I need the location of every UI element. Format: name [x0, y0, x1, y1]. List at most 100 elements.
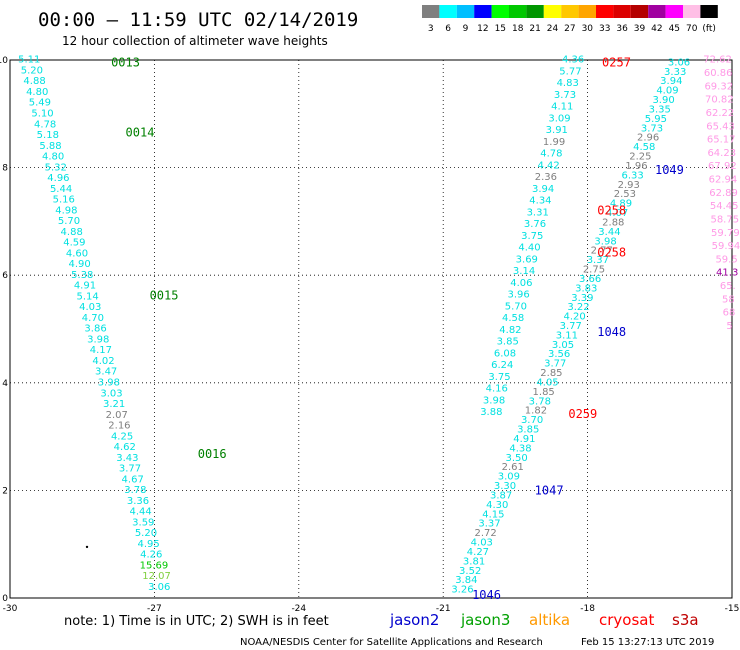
y-tick-label: 4	[2, 379, 8, 389]
swh-value: 4.05	[536, 377, 558, 388]
colorbar-swatch	[491, 5, 509, 18]
swh-value: 4.88	[23, 76, 45, 87]
y-tick-label: 8	[2, 164, 8, 174]
swh-value: 3.98	[483, 395, 505, 406]
legend-jason3: jason3	[460, 611, 510, 629]
swh-value: 2.36	[535, 172, 557, 183]
track-cryosat-0257: 4.365.774.833.734.113.093.911.994.784.42…	[480, 55, 584, 418]
swh-value: 4.03	[79, 302, 101, 313]
colorbar-swatch	[613, 5, 631, 18]
colorbar-swatch	[700, 5, 718, 18]
swh-value: 69.32	[704, 81, 733, 92]
colorbar-swatch	[596, 5, 614, 18]
colorbar-label: 9	[463, 24, 469, 34]
swh-value: 5.70	[58, 216, 80, 227]
y-tick-label: 2	[2, 486, 8, 496]
swh-value: 4.96	[47, 173, 69, 184]
swh-value: 4.26	[140, 550, 162, 561]
swh-value: 3.98	[87, 334, 109, 345]
swh-value: 3.75	[488, 372, 510, 383]
swh-value: 54.45	[710, 201, 739, 212]
colorbar-swatch	[578, 5, 596, 18]
colorbar-label: 39	[634, 24, 646, 34]
swh-value: 3.96	[507, 290, 529, 301]
track-jason3-0013: 5.115.204.884.805.495.104.785.185.884.80…	[18, 55, 171, 593]
swh-value: 2.07	[106, 410, 128, 421]
plot-frame	[9, 59, 733, 599]
swh-value: 3.36	[127, 496, 149, 507]
satellite-legend: jason2 jason3 altika cryosat s3a	[389, 611, 699, 629]
swh-value: 3.85	[497, 337, 519, 348]
swh-value: 5.95	[645, 114, 667, 125]
swh-value: 4.16	[486, 384, 508, 395]
y-tick-label: 10	[0, 56, 8, 66]
swh-value: 3.31	[527, 207, 549, 218]
swh-value: 5.20	[135, 528, 157, 539]
swh-value: 65.	[720, 281, 736, 292]
colorbar-label: 45	[669, 24, 680, 34]
legend-cryosat: cryosat	[599, 611, 654, 629]
swh-value: 2.61	[502, 462, 524, 473]
colorbar-label: 3	[428, 24, 434, 34]
swh-value: 3.75	[521, 231, 543, 242]
swh-value: 3.78	[124, 485, 146, 496]
swh-value: 3.88	[480, 407, 502, 418]
swh-value: 5	[726, 321, 732, 332]
swh-value: 3.73	[554, 90, 576, 101]
track-s3a: 72.62 60.86 69.32 70.82 62.22 65.43 65.17 64.23…	[703, 55, 740, 332]
swh-value: 4.67	[122, 474, 144, 485]
swh-value: 5.10	[31, 108, 53, 119]
colorbar: 3 6 9 12 15 18 21 24 27 30 33 36 39 42 45 70 (ft)	[422, 5, 718, 34]
swh-value: 5.70	[505, 301, 527, 312]
swh-value: 3.87	[490, 490, 512, 501]
swh-value: 4.17	[90, 345, 112, 356]
swh-value: 4.70	[82, 313, 104, 324]
pass-time-label: 0014	[126, 125, 155, 139]
colorbar-swatch	[630, 5, 649, 18]
colorbar-label: 18	[512, 24, 524, 34]
swh-value: 3.05	[552, 340, 574, 351]
pass-time-label: 0015	[150, 288, 179, 302]
swh-value: 3.11	[556, 330, 578, 341]
swh-value: 58.75	[710, 214, 739, 225]
swh-value: 4.27	[467, 547, 489, 558]
swh-value: 72.62	[703, 55, 732, 66]
swh-value: 3.33	[664, 67, 686, 78]
swh-value: 3.56	[548, 349, 570, 360]
swh-value: 3.70	[521, 415, 543, 426]
map-subtitle: 12 hour collection of altimeter wave hei…	[62, 34, 328, 48]
swh-value: 4.78	[540, 149, 562, 160]
map-grid	[9, 59, 733, 599]
swh-value: 3.59	[132, 517, 154, 528]
swh-value: 5.88	[39, 141, 61, 152]
swh-value: 5.38	[71, 270, 93, 281]
legend-s3a: s3a	[672, 611, 699, 629]
legend-altika: altika	[529, 611, 570, 629]
pass-time-label: 1048	[597, 325, 626, 339]
colorbar-swatch	[648, 5, 666, 18]
swh-value: 58	[722, 294, 735, 305]
swh-value: 2.85	[540, 368, 562, 379]
swh-value: 3.98	[594, 236, 616, 247]
swh-value: 5.16	[53, 195, 75, 206]
colorbar-label: 21	[529, 24, 540, 34]
y-tick-label: 0	[2, 594, 8, 604]
swh-value: 3.06	[148, 582, 170, 593]
swh-value: 3.73	[641, 123, 663, 134]
swh-value: 5.18	[37, 130, 59, 141]
swh-value: 4.59	[63, 238, 85, 249]
colorbar-swatch	[543, 5, 562, 18]
swh-value: 59.79	[711, 228, 740, 239]
swh-value: 12.07	[142, 571, 171, 582]
colorbar-label: 33	[599, 24, 610, 34]
swh-value: 5.32	[45, 162, 67, 173]
colorbar-swatch	[526, 5, 544, 18]
swh-value: 4.02	[92, 356, 114, 367]
pass-time-label: 0258	[597, 203, 626, 217]
swh-value: 4.95	[137, 539, 159, 550]
swh-value: 2.72	[475, 528, 497, 539]
markers	[85, 545, 89, 549]
x-tick-label: -24	[291, 604, 306, 614]
swh-value: 2.25	[629, 152, 651, 163]
